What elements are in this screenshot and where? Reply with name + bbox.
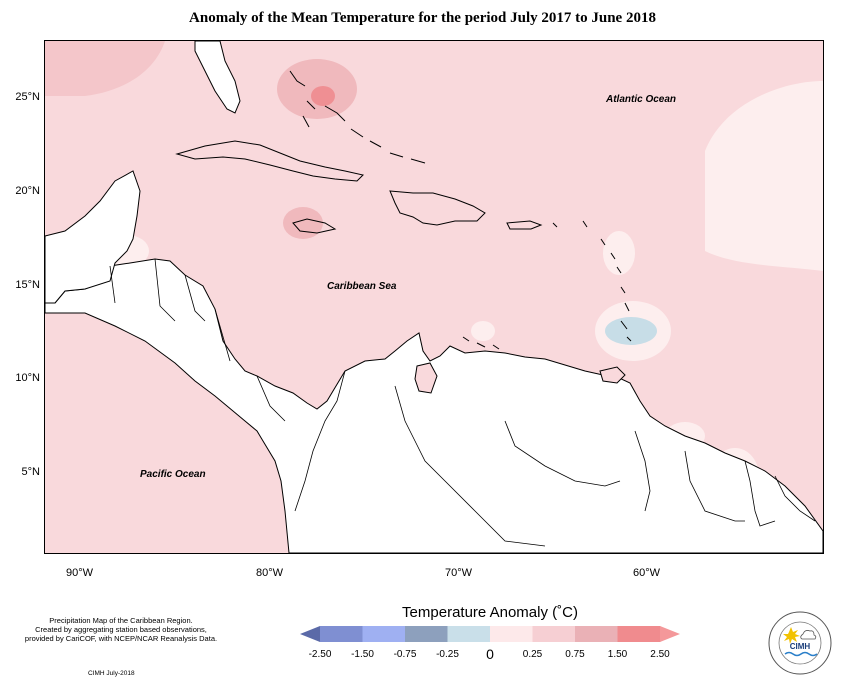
- land-puerto-rico: [506, 220, 543, 230]
- legend-tick-label: 1.50: [607, 649, 628, 660]
- caribbean-sea-label: Caribbean Sea: [327, 281, 397, 292]
- lon-tick-80w: 80°W: [256, 567, 284, 579]
- anomaly-map: [45, 41, 823, 553]
- legend-swatch-min-arrow: [300, 626, 320, 642]
- land-florida: [194, 41, 241, 114]
- legend-swatch: [405, 626, 448, 642]
- lon-tick-60w: 60°W: [633, 567, 661, 579]
- legend-swatch: [320, 626, 363, 642]
- legend-tick-label: -1.50: [351, 649, 374, 660]
- anomaly-zone-neutral-east: [705, 81, 823, 271]
- legend-swatch: [617, 626, 661, 642]
- footer-line-2: Created by aggregating station based obs…: [35, 625, 207, 634]
- lat-tick-10n: 10°N: [15, 372, 40, 384]
- anomaly-zone-bahamas-hot: [311, 86, 335, 106]
- logo-text: CIMH: [790, 642, 811, 651]
- footer-credit: CIMH July-2018: [88, 670, 135, 677]
- pacific-ocean-label: Pacific Ocean: [140, 469, 206, 480]
- wave-icon: [784, 651, 818, 657]
- legend-swatch-max-arrow: [660, 626, 680, 642]
- lon-tick-90w: 90°W: [66, 567, 94, 579]
- lon-tick-70w: 70°W: [445, 567, 473, 579]
- legend-tick-label: 0: [486, 646, 494, 662]
- legend-swatch: [490, 626, 533, 642]
- anomaly-zone-neutral-aruba: [471, 321, 495, 341]
- anomaly-zone-neutral-antilles: [603, 231, 635, 275]
- legend-swatch: [362, 626, 406, 642]
- legend-tick-label: -2.50: [308, 649, 332, 660]
- atlantic-ocean-label: Atlantic Ocean: [606, 94, 677, 105]
- legend-tick-label: 0.75: [565, 649, 585, 660]
- land-trinidad: [599, 366, 626, 384]
- land-abc-islands: [462, 336, 500, 350]
- legend-swatch: [575, 626, 618, 642]
- map-frame: Atlantic Ocean Caribbean Sea Pacific Oce…: [44, 40, 824, 554]
- footer-line-1: Precipitation Map of the Caribbean Regio…: [49, 616, 193, 625]
- country-borders: [109, 258, 816, 547]
- land-yucatan: [45, 170, 141, 304]
- lat-tick-25n: 25°N: [15, 91, 40, 103]
- legend-title: Temperature Anomaly (˚C): [402, 604, 578, 621]
- land-lesser-antilles: [552, 220, 632, 342]
- legend-tick-label: 2.50: [650, 649, 670, 660]
- footer-line-3: provided by CariCOF, with NCEP/NCAR Rean…: [24, 634, 218, 643]
- anomaly-zone-neutral-gulf: [45, 41, 165, 96]
- land-lake-maracaibo: [414, 362, 438, 394]
- legend-tick-label: 0.25: [522, 649, 543, 660]
- land-hispaniola: [389, 190, 486, 226]
- land-cuba: [175, 140, 364, 182]
- legend-swatch: [447, 626, 491, 642]
- footer-description: Precipitation Map of the Caribbean Regio…: [6, 616, 236, 643]
- land-bahamas: [289, 70, 426, 164]
- lat-tick-20n: 20°N: [15, 185, 40, 197]
- cimh-logo: CIMH: [768, 611, 832, 675]
- sun-icon: [783, 627, 800, 644]
- lat-tick-15n: 15°N: [15, 279, 40, 291]
- legend-tick-label: -0.75: [393, 649, 417, 660]
- map-title: Anomaly of the Mean Temperature for the …: [189, 10, 656, 26]
- anomaly-zone-cool-barbados: [605, 317, 657, 345]
- cloud-icon: [800, 630, 817, 640]
- lat-tick-5n: 5°N: [21, 466, 40, 478]
- legend-swatch: [532, 626, 576, 642]
- legend-tick-label: -0.25: [436, 649, 459, 660]
- land-jamaica: [292, 218, 337, 234]
- anomaly-zone-jamaica: [283, 207, 323, 239]
- legend-colorbar: [300, 626, 680, 642]
